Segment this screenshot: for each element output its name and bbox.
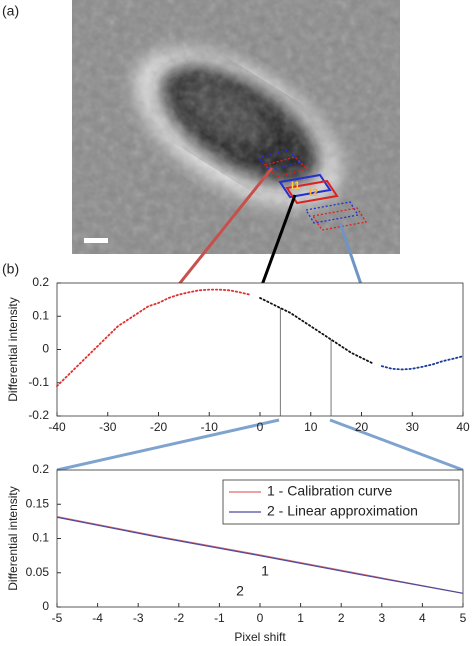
x-tick-label: -10 (201, 420, 219, 434)
roi-label: I2 (309, 187, 318, 199)
x-tick-label: 2 (338, 611, 345, 625)
scale-bar (84, 238, 108, 243)
y-tick-label: 0.15 (26, 496, 50, 510)
y-axis-label: Differential intensity (6, 486, 20, 591)
data-line (56, 288, 251, 387)
x-tick-label: -1 (214, 611, 225, 625)
x-tick-label: -3 (133, 611, 144, 625)
y-tick-label: 0.2 (32, 275, 49, 289)
y-tick-label: 0 (42, 599, 49, 613)
connector (329, 418, 464, 472)
annotation: 2 (236, 583, 244, 599)
micrograph (72, 0, 400, 254)
y-tick-label: 0.1 (32, 308, 49, 322)
x-tick-label: -40 (48, 420, 66, 434)
x-tick-label: 0 (257, 420, 264, 434)
data-line (380, 355, 464, 371)
x-tick-label: 5 (460, 611, 467, 625)
y-tick-label: 0.2 (32, 462, 49, 476)
y-tick-label: 0.1 (32, 531, 49, 545)
x-tick-label: -4 (92, 611, 103, 625)
x-tick-label: 0 (257, 611, 264, 625)
x-tick-label: -5 (52, 611, 63, 625)
roi-label: I1 (291, 180, 300, 192)
y-tick-label: -0.1 (28, 375, 49, 389)
annotation: 1 (261, 563, 269, 579)
panel-label: (a) (2, 3, 19, 19)
y-tick-label: 0.05 (26, 565, 50, 579)
connector (256, 194, 297, 297)
legend-label: 1 - Calibration curve (267, 483, 392, 499)
x-tick-label: 30 (406, 420, 420, 434)
x-tick-label: 40 (456, 420, 470, 434)
plot-area (56, 282, 464, 417)
x-tick-label: 3 (378, 611, 385, 625)
x-tick-label: 1 (297, 611, 304, 625)
x-tick-label: 10 (304, 420, 318, 434)
x-tick-label: -2 (173, 611, 184, 625)
y-tick-label: -0.2 (28, 408, 49, 422)
y-axis-label: Differential intensity (6, 297, 20, 402)
x-axis-label: Pixel shift (234, 630, 286, 644)
panel-label: (b) (2, 261, 19, 277)
x-tick-label: 20 (355, 420, 369, 434)
x-tick-label: -20 (150, 420, 168, 434)
data-line (56, 516, 464, 594)
y-tick-label: 0 (42, 342, 49, 356)
legend-box (222, 479, 460, 525)
connector (56, 418, 280, 472)
legend-label: 2 - Linear approximation (267, 503, 418, 519)
data-line (259, 297, 373, 364)
x-tick-label: 4 (419, 611, 426, 625)
x-tick-label: -30 (99, 420, 117, 434)
